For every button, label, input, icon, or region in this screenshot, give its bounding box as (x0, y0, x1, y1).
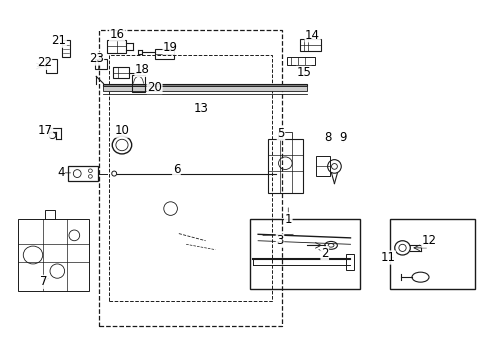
Text: 8: 8 (324, 131, 331, 144)
Text: 11: 11 (380, 251, 395, 264)
Polygon shape (103, 86, 306, 91)
Text: 14: 14 (305, 29, 320, 42)
Text: 19: 19 (163, 41, 178, 54)
Text: 2: 2 (320, 247, 328, 260)
Text: 23: 23 (89, 52, 103, 65)
Text: 7: 7 (41, 275, 48, 288)
Text: 12: 12 (421, 234, 436, 247)
Text: 16: 16 (109, 28, 124, 41)
Text: 6: 6 (172, 163, 180, 176)
Text: 21: 21 (51, 34, 66, 47)
Text: 18: 18 (135, 63, 149, 76)
Text: 20: 20 (147, 81, 162, 94)
Polygon shape (103, 84, 306, 86)
Text: 15: 15 (296, 66, 311, 79)
Text: 4: 4 (57, 166, 64, 179)
Text: 10: 10 (114, 124, 129, 137)
Text: 22: 22 (37, 56, 52, 69)
Text: 9: 9 (339, 131, 346, 144)
Text: 1: 1 (284, 213, 291, 226)
Text: 17: 17 (38, 124, 53, 137)
Text: 13: 13 (193, 102, 208, 115)
Text: 5: 5 (277, 127, 284, 140)
Text: 3: 3 (276, 234, 283, 247)
